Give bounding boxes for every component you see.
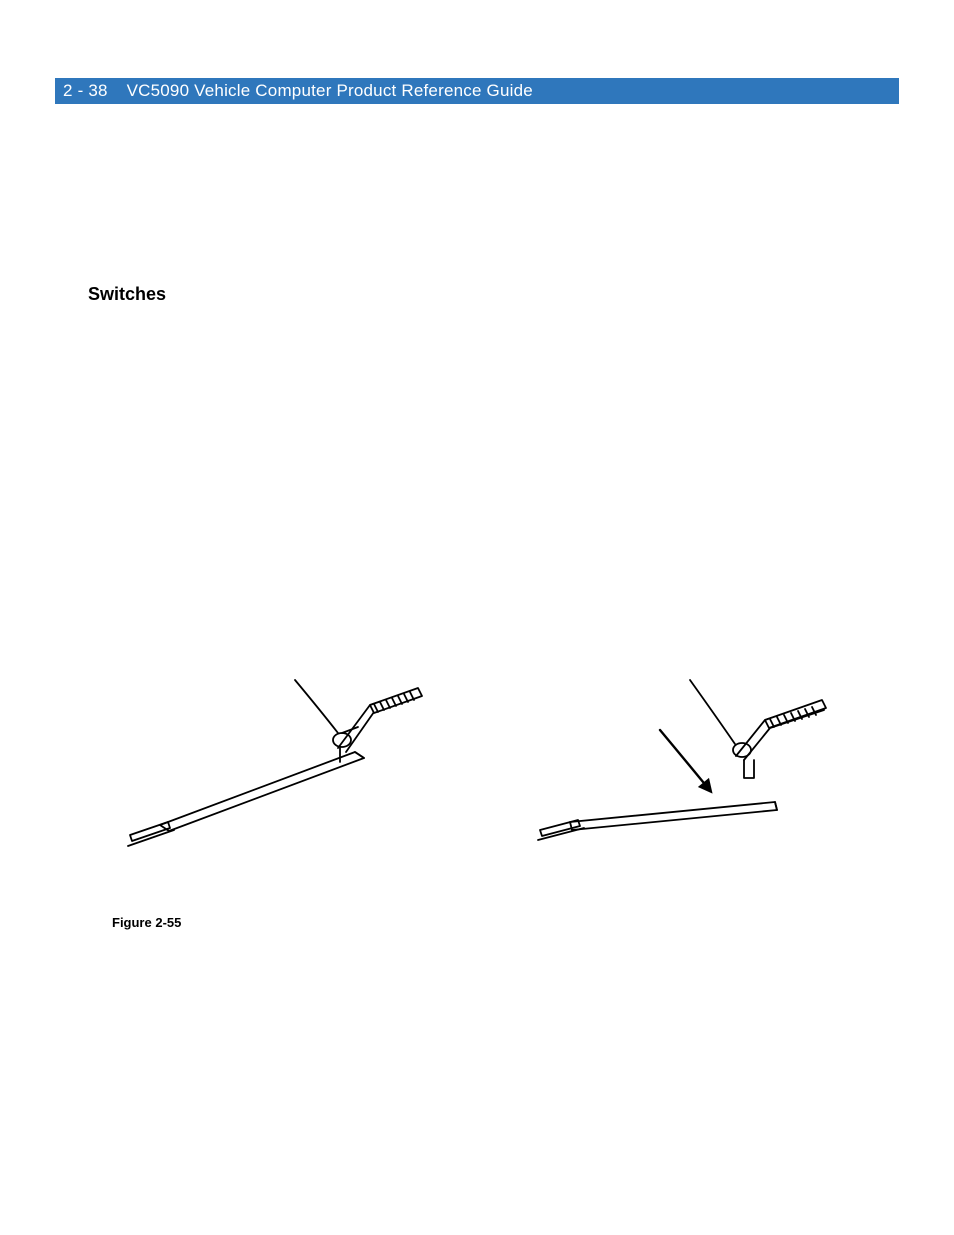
- header-bar: 2 - 38 VC5090 Vehicle Computer Product R…: [55, 78, 899, 104]
- header-title: VC5090 Vehicle Computer Product Referenc…: [127, 81, 533, 100]
- section-title: Switches: [88, 284, 166, 305]
- figure-row: [120, 640, 840, 860]
- figure-right: [530, 660, 840, 860]
- figure-left: [120, 660, 430, 860]
- page: 2 - 38 VC5090 Vehicle Computer Product R…: [0, 0, 954, 1235]
- page-number: 2 - 38: [63, 81, 108, 100]
- figure-caption: Figure 2-55: [112, 915, 181, 930]
- header-text: 2 - 38 VC5090 Vehicle Computer Product R…: [63, 81, 533, 101]
